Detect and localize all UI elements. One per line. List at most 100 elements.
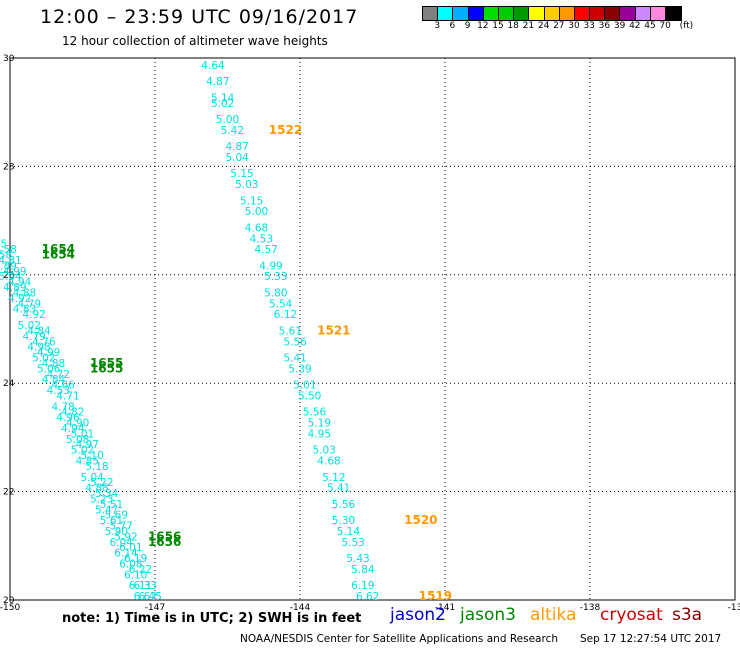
- wave-height-label: 4.92: [22, 309, 45, 321]
- credit-text: NOAA/NESDIS Center for Satellite Applica…: [240, 633, 558, 645]
- wave-height-label: 5.41: [327, 483, 350, 495]
- color-scale-tick: 15: [492, 21, 504, 31]
- wave-height-label: 6.01: [119, 542, 142, 554]
- wave-height-label: 5.77: [109, 521, 132, 533]
- color-swatch-9: [559, 7, 575, 20]
- wave-height-label: 5.15: [230, 168, 253, 180]
- wave-height-label: 4.64: [201, 60, 225, 72]
- color-swatch-14: [635, 7, 651, 20]
- wave-height-label: 5.53: [341, 537, 364, 549]
- wave-height-label: 4.88: [85, 483, 108, 495]
- wave-height-label: 4.84: [27, 325, 51, 337]
- x-tick-label: -150: [0, 603, 20, 613]
- wave-height-label: 4.98: [27, 342, 50, 354]
- wave-height-label: 5.03: [312, 445, 335, 457]
- color-swatch-2: [453, 7, 469, 20]
- wave-height-label: 4.89: [0, 260, 17, 272]
- color-swatch-6: [514, 7, 530, 20]
- color-swatch-7: [529, 7, 545, 20]
- wave-height-label: 4.96: [56, 412, 80, 424]
- wave-height-label: 5.34: [95, 488, 119, 500]
- pass-time-label: 1656: [148, 535, 181, 549]
- wave-height-label: 4.79: [22, 331, 45, 343]
- wave-height-label: 4.58: [0, 244, 17, 256]
- wave-height-label: 4.66: [51, 380, 75, 392]
- color-scale-tick: 70: [659, 21, 671, 31]
- wave-height-label: 5.80: [264, 287, 287, 299]
- color-swatch-3: [468, 7, 484, 20]
- wave-height-label: 6.04: [109, 537, 133, 549]
- wave-height-label: 4.89: [3, 282, 26, 294]
- color-scale-tick: 9: [464, 21, 471, 31]
- wave-height-label: 4.68: [317, 456, 340, 468]
- wave-height-label: 4.94: [8, 277, 32, 289]
- pass-time-label: 1522: [269, 123, 302, 137]
- wave-height-label: 4.68: [245, 222, 268, 234]
- wave-height-label: 5.61: [100, 515, 123, 527]
- wave-height-label: 5.56: [332, 499, 356, 511]
- color-swatch-11: [590, 7, 606, 20]
- wave-height-label: 4.58: [0, 250, 12, 262]
- wave-height-label: 6.22: [129, 564, 152, 576]
- wave-height-label: 5.08: [66, 434, 89, 446]
- wave-height-label: 5.39: [288, 363, 311, 375]
- wave-height-label: 4.79: [18, 298, 41, 310]
- wave-height-label: 4.53: [47, 385, 70, 397]
- pass-time-label: 1655: [90, 361, 123, 375]
- wave-height-label: 5.69: [105, 510, 128, 522]
- wave-height-label: 4.76: [32, 336, 56, 348]
- wave-height-label: 5.04: [225, 152, 249, 164]
- y-tick-label: 28: [3, 162, 15, 172]
- wave-height-label: 5.56: [283, 336, 307, 348]
- pass-time-label: 1655: [90, 356, 123, 370]
- wave-height-label: 5.90: [105, 526, 128, 538]
- legend-altika: altika: [530, 605, 577, 625]
- wave-height-label: 6.62: [134, 591, 157, 603]
- x-tick-label: -141: [435, 603, 455, 613]
- color-scale-unit: (ft): [679, 21, 694, 31]
- wave-height-label: 6.62: [356, 591, 379, 603]
- pass-time-label: 1521: [317, 323, 350, 337]
- wave-height-label: 5.22: [90, 477, 113, 489]
- wave-height-label: 6.45: [138, 591, 161, 603]
- wave-height-label: 5.43: [346, 553, 369, 565]
- pass-time-label: 1654: [42, 242, 75, 256]
- wave-height-label: 4.92: [8, 293, 31, 305]
- color-swatch-12: [605, 7, 621, 20]
- color-swatch-10: [574, 7, 591, 20]
- color-swatch-13: [620, 7, 636, 20]
- wave-height-label: 4.81: [0, 255, 22, 267]
- color-scale-tick: 30: [568, 21, 580, 31]
- wave-height-label: 4.99: [3, 266, 26, 278]
- color-scale-tick: 18: [507, 21, 519, 31]
- wave-height-label: 5.00: [216, 114, 239, 126]
- legend-cryosat: cryosat: [600, 605, 663, 625]
- color-scale-tick: 24: [537, 21, 550, 31]
- wave-height-label: 4.57: [254, 244, 277, 256]
- wave-height-label: 6.14: [114, 548, 138, 560]
- x-tick-label: -138: [580, 603, 601, 613]
- map-subtitle: 12 hour collection of altimeter wave hei…: [62, 34, 328, 48]
- wave-height-label: 6.08: [119, 558, 142, 570]
- wave-height-label: 5.33: [264, 271, 287, 283]
- wave-height-label: 4.88: [42, 358, 65, 370]
- wave-height-label: 5.02: [32, 353, 55, 365]
- wave-height-label: 4.87: [225, 141, 248, 153]
- wave-height-label: 5.01: [71, 428, 94, 440]
- y-tick-label: 20: [3, 596, 15, 606]
- wave-height-label: 5.14: [211, 92, 235, 104]
- wave-height-label: 4.72: [47, 369, 70, 381]
- color-scale-tick: 36: [598, 21, 611, 31]
- color-scale-tick: 27: [553, 21, 565, 31]
- wave-height-label: 4.78: [51, 401, 74, 413]
- wave-height-label: 4.88: [13, 287, 36, 299]
- color-swatch-1: [438, 7, 454, 20]
- wave-height-label: 5.14: [337, 526, 361, 538]
- legend-s3a: s3a: [672, 605, 703, 625]
- wave-height-label: 5.30: [332, 515, 355, 527]
- wave-height-label: 4.45: [0, 239, 7, 251]
- wave-height-label: 4.99: [259, 260, 282, 272]
- y-tick-label: 26: [3, 271, 15, 281]
- wave-height-label: 6.12: [274, 309, 297, 321]
